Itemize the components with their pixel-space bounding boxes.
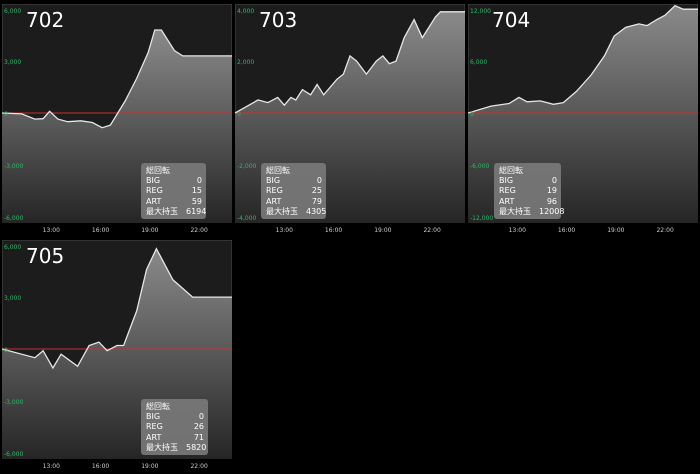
y-tick-label: -6,000	[470, 163, 490, 170]
series-line	[2, 247, 232, 370]
stats-row-max: 最大持玉 5820	[146, 442, 207, 452]
x-tick-label: 22:00	[190, 227, 207, 234]
stats-box: 総回転 BIG 0 REG 19 ART 96 最大持玉 12008	[494, 163, 565, 220]
machine-panel-703[interactable]: 4,000 2,000 0 -2,000 -4,000 13:00 16:00 19:00 22…	[235, 4, 465, 234]
y-tick-label: 12,000	[470, 8, 491, 15]
stats-row-reg: REG 19	[499, 186, 557, 196]
stats-header: 総回転	[266, 166, 290, 175]
stats-row-big: BIG 0	[146, 176, 202, 186]
stats-row-max: 最大持玉 4305	[266, 206, 327, 216]
stats-row-art: ART 71	[146, 432, 204, 442]
y-tick-label: 6,000	[470, 59, 487, 66]
x-tick-label: 22:00	[656, 227, 673, 234]
y-tick-label: -3,000	[4, 163, 24, 170]
machine-panel-702[interactable]: 6,000 3,000 0 -3,000 -6,000 13:00 16:00 19:00 22…	[2, 4, 232, 234]
stats-row-art: ART 79	[266, 196, 322, 206]
stats-header: 総回転	[146, 402, 170, 411]
machine-number-label: 705	[26, 244, 65, 268]
x-tick-label: 13:00	[43, 463, 60, 470]
x-tick-label: 19:00	[374, 227, 391, 234]
machine-number-label: 703	[259, 8, 298, 32]
y-tick-label: 0	[237, 111, 241, 118]
y-tick-label: 0	[470, 111, 474, 118]
x-tick-label: 19:00	[141, 463, 158, 470]
x-tick-label: 13:00	[509, 227, 526, 234]
x-tick-label: 16:00	[325, 227, 342, 234]
x-tick-label: 22:00	[190, 463, 207, 470]
y-tick-label: 0	[4, 111, 8, 118]
y-tick-label: 6,000	[4, 244, 21, 251]
x-tick-label: 13:00	[276, 227, 293, 234]
y-tick-label: -12,000	[470, 215, 493, 222]
stats-row-big: BIG 0	[146, 412, 204, 422]
stats-row-reg: REG 26	[146, 422, 204, 432]
x-tick-label: 16:00	[558, 227, 575, 234]
stats-row-reg: REG 15	[146, 186, 202, 196]
y-tick-label: -6,000	[4, 451, 24, 458]
x-tick-label: 16:00	[92, 463, 109, 470]
y-tick-label: 0	[4, 347, 8, 354]
y-tick-label: 4,000	[237, 8, 254, 15]
stats-box: 総回転 BIG 0 REG 25 ART 79 最大持玉 4305	[261, 163, 327, 220]
stats-box: 総回転 BIG 0 REG 26 ART 71 最大持玉 5820	[141, 399, 208, 456]
machine-panel-704[interactable]: 12,000 6,000 0 -6,000 -12,000 13:00 16:00 19:00…	[468, 4, 698, 234]
stats-header: 総回転	[499, 166, 523, 175]
series-line	[235, 11, 465, 114]
stats-row-reg: REG 25	[266, 186, 322, 196]
machine-number-label: 704	[492, 8, 531, 32]
y-tick-label: 6,000	[4, 8, 21, 15]
x-tick-label: 19:00	[607, 227, 624, 234]
machine-panel-705[interactable]: 6,000 3,000 0 -3,000 -6,000 13:00 16:00 19:00 22…	[2, 240, 232, 470]
y-tick-label: 3,000	[4, 59, 21, 66]
x-tick-label: 19:00	[141, 227, 158, 234]
stats-row-max: 最大持玉 12008	[499, 206, 565, 216]
x-tick-label: 13:00	[43, 227, 60, 234]
y-tick-label: -4,000	[237, 215, 257, 222]
stats-row-art: ART 59	[146, 196, 202, 206]
y-tick-label: -2,000	[237, 163, 257, 170]
stats-header: 総回転	[146, 166, 170, 175]
series-line	[468, 4, 698, 114]
y-tick-label: -3,000	[4, 399, 24, 406]
stats-row-big: BIG 0	[499, 176, 557, 186]
series-line	[2, 29, 232, 129]
machine-number-label: 702	[26, 8, 65, 32]
stats-row-max: 最大持玉 6194	[146, 206, 207, 216]
stats-row-art: ART 96	[499, 196, 557, 206]
stats-box: 総回転 BIG 0 REG 15 ART 59 最大持玉 6194	[141, 163, 207, 220]
stats-row-big: BIG 0	[266, 176, 322, 186]
y-tick-label: 2,000	[237, 59, 254, 66]
y-tick-label: 3,000	[4, 295, 21, 302]
x-tick-label: 22:00	[423, 227, 440, 234]
y-tick-label: -6,000	[4, 215, 24, 222]
x-tick-label: 16:00	[92, 227, 109, 234]
